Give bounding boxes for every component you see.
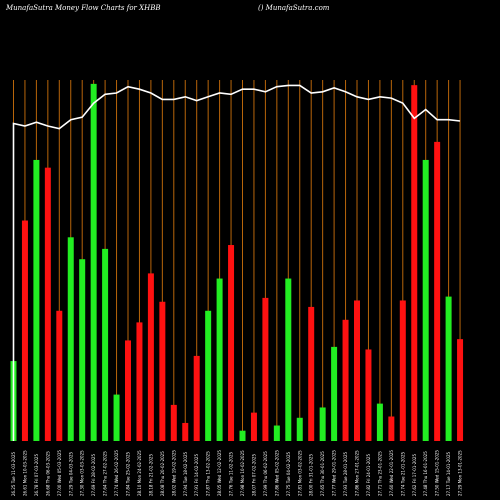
- x-tick-label: 27.71 Thu 23-01-2025: [377, 451, 382, 496]
- x-tick-label: 28.10 Mon 24-02-2025: [137, 450, 142, 496]
- money-flow-bar: [342, 319, 349, 441]
- x-tick-label: 27.75 Tue 04-02-2025: [286, 451, 291, 496]
- money-flow-bar: [125, 340, 131, 441]
- x-tick-label: 27.60 Wed 22-01-2025: [389, 450, 394, 496]
- money-flow-bar: [56, 310, 63, 441]
- x-tick-label: 26.25 Tue 11-03-2025: [11, 451, 16, 496]
- money-flow-bar: [67, 237, 74, 441]
- x-tick-label: 28.08 Thu 20-02-2025: [160, 451, 165, 496]
- x-tick-label: 27.17 Tue 14-01-2025: [446, 451, 451, 496]
- money-flow-bar: [216, 278, 223, 441]
- x-tick-label: 27.87 Thu 13-02-2025: [206, 451, 211, 496]
- x-tick-label: 27.91 Fri 14-02-2025: [194, 454, 199, 496]
- x-tick-label: 27.65 Thu 30-01-2025: [320, 451, 325, 496]
- chart-header: MunafaSutra Money Flow Charts for XHBB (…: [0, 0, 500, 20]
- x-tick-label: 27.82 Fri 24-01-2025: [366, 454, 371, 496]
- x-tick-label: 27.86 Wed 05-02-2025: [274, 450, 279, 496]
- money-flow-bar: [376, 403, 383, 441]
- x-tick-label: 28.00 Fri 31-01-2025: [309, 454, 314, 496]
- money-flow-bar: [33, 159, 40, 441]
- x-tick-label: 27.48 Thu 16-01-2025: [423, 451, 428, 496]
- money-flow-bar: [457, 339, 464, 441]
- x-tick-label: 28.18 Fri 21-02-2025: [148, 454, 153, 496]
- money-flow-bar: [170, 404, 177, 441]
- money-flow-bar: [262, 297, 269, 441]
- x-tick-label: 26.61 Mon 10-03-2025: [22, 450, 27, 496]
- money-flow-bar: [79, 259, 86, 441]
- x-tick-label: 27.86 Mon 27-01-2025: [355, 450, 360, 496]
- x-tick-label: 27.62 Fri 17-01-2025: [412, 454, 417, 496]
- money-flow-bar: [354, 300, 360, 441]
- x-tick-label: 27.77 Wed 29-01-2025: [332, 450, 337, 496]
- x-tick-label: 27.81 Mon 03-02-2025: [297, 450, 302, 496]
- chart-title: MunafaSutra Money Flow Charts for XHBB: [6, 4, 161, 12]
- x-tick-label: 28.05 Wed 12-02-2025: [217, 450, 222, 496]
- money-flow-bar: [308, 306, 315, 441]
- x-tick-label: 27.84 Tue 25-02-2025: [126, 451, 131, 496]
- price-line: [12, 84, 461, 441]
- money-flow-bar: [296, 417, 303, 441]
- money-flow-bar: [388, 416, 395, 441]
- money-flow-bar: [434, 141, 441, 441]
- money-flow-bar: [273, 425, 280, 441]
- money-flow-bar: [90, 83, 97, 441]
- x-tick-label: 28.07 Fri 07-02-2025: [251, 454, 256, 496]
- site-credit: () MunafaSutra.com: [258, 4, 330, 12]
- money-flow-bar: [239, 430, 246, 441]
- money-flow-bar: [21, 220, 28, 441]
- money-flow-bar: [250, 412, 257, 441]
- money-flow-bar: [422, 159, 429, 441]
- x-tick-label: 26.78 Fri 07-03-2025: [34, 454, 39, 496]
- x-tick-label: 28.02 Wed 19-02-2025: [171, 450, 176, 496]
- x-tick-label: 27.00 Wed 05-03-2025: [57, 450, 62, 496]
- x-tick-label: 27.64 Thu 27-02-2025: [103, 451, 108, 496]
- money-flow-bar: [136, 322, 143, 441]
- money-flow-bar: [44, 167, 51, 441]
- money-flow-bar: [193, 355, 200, 441]
- money-flow-bars: [10, 83, 464, 442]
- money-flow-bar: [182, 422, 189, 441]
- x-tick-label: 27.50 Wed 15-01-2025: [435, 450, 440, 496]
- money-flow-bar: [147, 273, 154, 441]
- money-flow-bar: [113, 394, 120, 441]
- money-flow-bar: [319, 407, 326, 441]
- x-tick-label: 27.69 Fri 28-02-2025: [91, 454, 96, 496]
- x-tick-label: 27.29 Tue 04-03-2025: [68, 451, 73, 496]
- money-flow-bar: [445, 296, 452, 441]
- x-tick-label: 27.74 Wed 26-02-2025: [114, 450, 119, 496]
- x-tick-label: 27.74 Tue 21-01-2025: [400, 451, 405, 496]
- x-axis-labels: 26.25 Tue 11-03-2025 26.61 Mon 10-03-2025…: [11, 450, 463, 496]
- money-flow-bar: [285, 278, 292, 441]
- money-flow-bar: [102, 248, 109, 441]
- money-flow-bar: [205, 310, 212, 441]
- x-tick-label: 27.94 Tue 18-02-2025: [183, 451, 188, 496]
- x-tick-label: 26.68 Thu 06-03-2025: [45, 451, 50, 496]
- x-tick-label: 27.98 Mon 10-02-2025: [240, 450, 245, 496]
- x-tick-label: 27.76 Tue 11-02-2025: [229, 451, 234, 496]
- money-flow-bar: [228, 245, 235, 441]
- x-tick-label: 27.93 Tue 28-01-2025: [343, 451, 348, 496]
- x-tick-label: 27.30 Mon 03-03-2025: [80, 450, 85, 496]
- money-flow-bar: [411, 85, 418, 442]
- money-flow-bar: [331, 346, 338, 441]
- x-tick-label: 27.29 Mon 13-01-2025: [458, 450, 463, 496]
- money-flow-bar: [159, 301, 166, 441]
- money-flow-bar: [365, 349, 372, 441]
- price-line-path: [12, 84, 461, 441]
- x-tick-label: 27.99 Thu 06-02-2025: [263, 451, 268, 496]
- money-flow-bar: [399, 300, 406, 441]
